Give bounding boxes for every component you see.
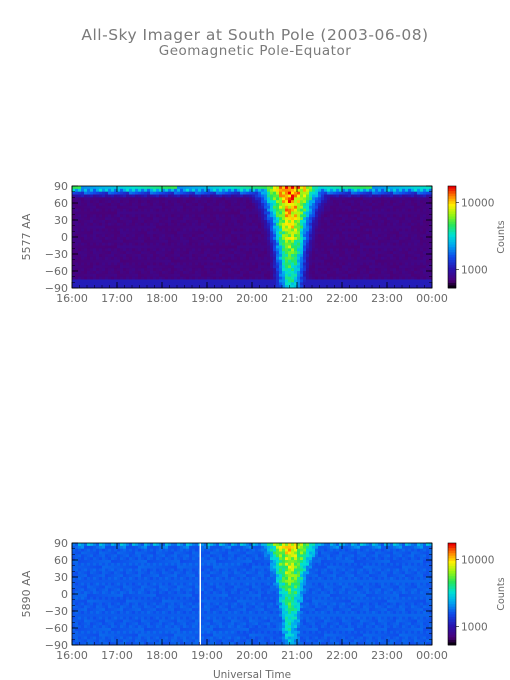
x-axis-label: Universal Time [213, 669, 291, 680]
colorbar-label: Counts [496, 220, 507, 253]
colorbar-tick-label: 10000 [461, 197, 494, 209]
chart-title: All-Sky Imager at South Pole (2003-06-08… [81, 26, 429, 44]
x-tick-label: 20:00 [236, 292, 268, 305]
colorbar: 10000 1000 Counts [447, 185, 507, 289]
x-tick-label: 17:00 [101, 292, 133, 305]
x-tick-label: 20:00 [236, 649, 268, 662]
x-tick-label: 22:00 [326, 649, 358, 662]
colorbar-frame [447, 542, 457, 646]
y-tick-label: −90 [45, 282, 68, 295]
y-tick-label: −60 [45, 265, 68, 278]
colorbar-tick-label: 10000 [461, 554, 494, 566]
colorbar-frame [447, 185, 457, 289]
y-tick-label: 30 [54, 571, 68, 584]
y-tick-label: 60 [54, 197, 68, 210]
x-tick-label: 23:00 [371, 292, 403, 305]
y-axis-label: 5890 AA [20, 570, 33, 617]
panel-2: 16:00 17:00 18:00 19:00 20:00 21:00 22:00 23:00… [20, 537, 507, 680]
x-tick-label: 18:00 [146, 292, 178, 305]
colorbar: 10000 1000 Counts [447, 542, 507, 646]
x-tick-label: 23:00 [371, 649, 403, 662]
y-tick-label: 60 [54, 554, 68, 567]
colorbar-tick-label: 1000 [461, 265, 488, 277]
x-tick-label: 21:00 [281, 649, 313, 662]
x-tick-label: 16:00 [56, 649, 88, 662]
x-tick-label: 21:00 [281, 292, 313, 305]
y-tick-label: 90 [54, 180, 68, 193]
y-tick-label: 30 [54, 214, 68, 227]
y-tick-label: 0 [61, 231, 68, 244]
x-tick-label: 22:00 [326, 292, 358, 305]
y-axis-label: 5577 AA [20, 213, 33, 260]
x-tick-label: 00:00 [416, 292, 448, 305]
colorbar-tick-label: 1000 [461, 622, 488, 634]
chart-subtitle: Geomagnetic Pole-Equator [158, 43, 352, 59]
x-tick-label: 17:00 [101, 649, 133, 662]
x-tick-label: 19:00 [191, 649, 223, 662]
y-tick-label: −60 [45, 622, 68, 635]
y-tick-label: −30 [45, 248, 68, 261]
panel-1: 16:00 17:00 18:00 19:00 20:00 21:00 22:00 23:00… [20, 180, 507, 305]
x-tick-label: 19:00 [191, 292, 223, 305]
x-tick-label: 18:00 [146, 649, 178, 662]
heatmap-cells [72, 186, 433, 289]
x-tick-label: 16:00 [56, 292, 88, 305]
y-tick-label: −90 [45, 639, 68, 652]
x-tick-label: 00:00 [416, 649, 448, 662]
colorbar-label: Counts [496, 577, 507, 610]
y-tick-label: 90 [54, 537, 68, 550]
heatmap-cells [72, 543, 433, 646]
y-tick-label: 0 [61, 588, 68, 601]
y-tick-label: −30 [45, 605, 68, 618]
